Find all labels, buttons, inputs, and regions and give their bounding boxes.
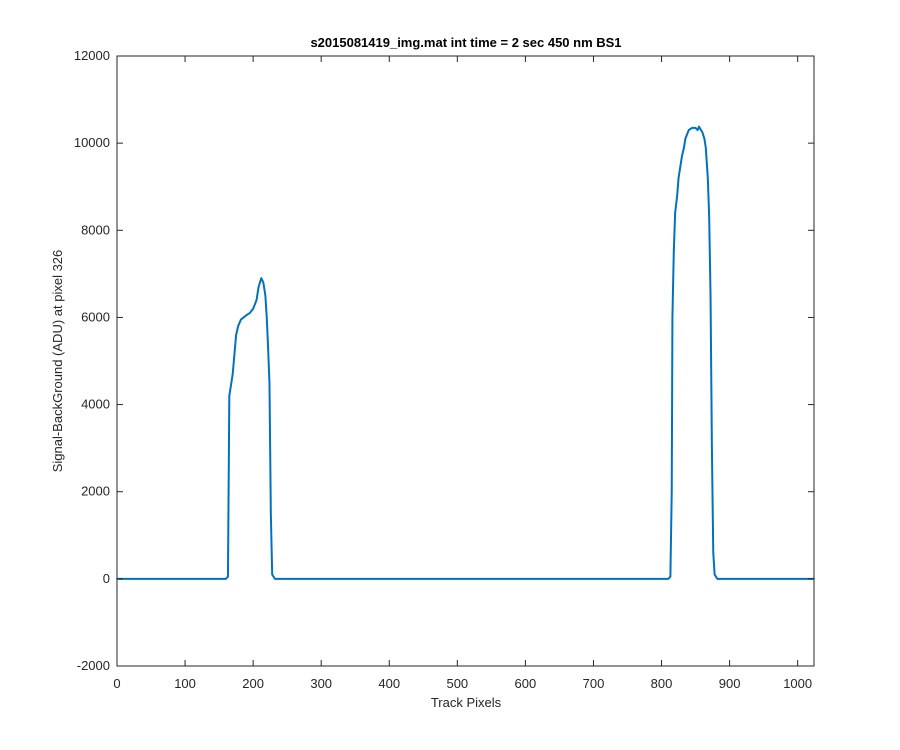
chart-title: s2015081419_img.mat int time = 2 sec 450… [310,35,621,50]
x-tick-label: 600 [515,676,537,691]
x-tick-label: 700 [583,676,605,691]
y-tick-label: 12000 [74,48,110,63]
x-axis: 0 100 200 300 400 500 600 700 800 900 1000 [113,56,812,691]
y-tick-label: 0 [103,571,110,586]
plot-frame [116,55,815,667]
x-axis-label: Track Pixels [431,695,502,710]
series-line [116,125,815,580]
x-tick-label: 0 [113,676,120,691]
x-tick-label: 1000 [783,676,812,691]
y-tick-label: 6000 [81,309,110,324]
y-axis-label: Signal-BackGround (ADU) at pixel 326 [50,250,65,473]
x-tick-label: 900 [719,676,741,691]
y-tick-label: 10000 [74,135,110,150]
plot-area [116,55,815,667]
y-axis: -2000 0 2000 4000 6000 8000 10000 12000 [74,48,814,673]
x-tick-label: 100 [174,676,196,691]
y-tick-label: 2000 [81,484,110,499]
y-tick-label: 8000 [81,222,110,237]
x-tick-label: 800 [651,676,673,691]
x-tick-label: 300 [310,676,332,691]
x-tick-label: 400 [378,676,400,691]
x-tick-label: 200 [242,676,264,691]
y-tick-label: -2000 [77,658,110,673]
x-tick-label: 500 [446,676,468,691]
y-tick-label: 4000 [81,397,110,412]
